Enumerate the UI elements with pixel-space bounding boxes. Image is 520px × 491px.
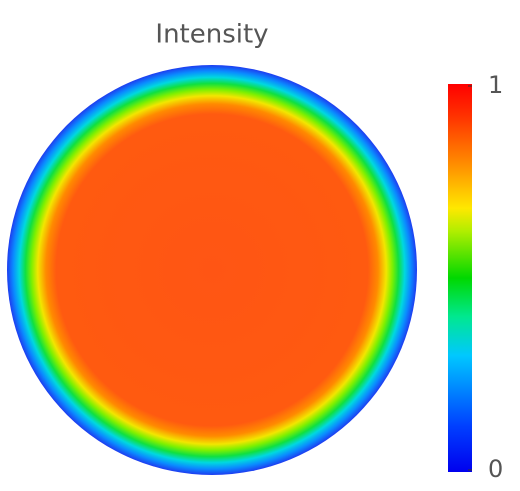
colorbar-tick-label: 0 [488,455,503,483]
chart-title: Intensity [155,20,268,50]
colorbar-tick-label: 1 [488,71,503,99]
colorbar [448,84,472,472]
intensity-map [7,65,417,475]
